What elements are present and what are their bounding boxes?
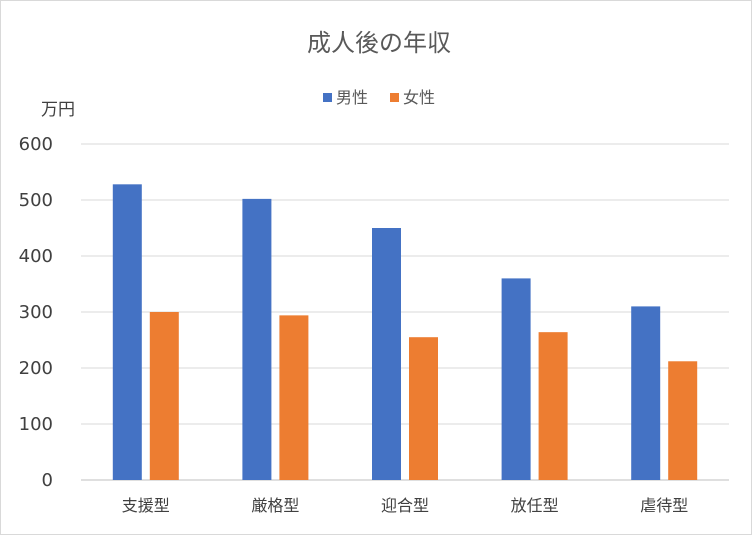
bar-female — [279, 315, 309, 480]
bar-male — [242, 198, 272, 480]
bar-female — [668, 361, 698, 480]
y-tick-label: 100 — [19, 414, 53, 435]
bar-male — [631, 306, 661, 480]
legend: 男性 女性 — [323, 88, 435, 107]
y-tick-label: 0 — [42, 470, 53, 491]
bar-female — [538, 332, 568, 480]
legend-swatch — [323, 93, 332, 102]
chart-title: 成人後の年収 — [307, 29, 451, 57]
bar-female — [409, 337, 438, 480]
x-tick-label: 迎合型 — [381, 496, 429, 515]
y-tick-label: 500 — [19, 190, 53, 211]
bars — [112, 184, 698, 480]
bar-male — [501, 278, 531, 480]
bar-female — [149, 312, 179, 480]
x-axis-ticks: 支援型 厳格型 迎合型 放任型 虐待型 — [122, 496, 688, 515]
x-tick-label: 支援型 — [122, 496, 170, 515]
bar-male — [372, 228, 401, 480]
y-tick-label: 200 — [19, 358, 53, 379]
x-tick-label: 虐待型 — [640, 496, 688, 515]
legend-label: 女性 — [403, 88, 435, 107]
x-tick-label: 厳格型 — [251, 496, 299, 515]
y-axis-ticks: 0 100 200 300 400 500 600 — [19, 134, 53, 491]
gridlines — [81, 143, 729, 481]
legend-label: 男性 — [336, 88, 368, 107]
y-unit-label: 万円 — [41, 100, 75, 120]
y-tick-label: 300 — [19, 302, 53, 323]
y-tick-label: 400 — [19, 246, 53, 267]
x-tick-label: 放任型 — [511, 496, 559, 515]
bar-male — [112, 184, 142, 480]
y-tick-label: 600 — [19, 134, 53, 155]
legend-swatch — [390, 93, 399, 102]
